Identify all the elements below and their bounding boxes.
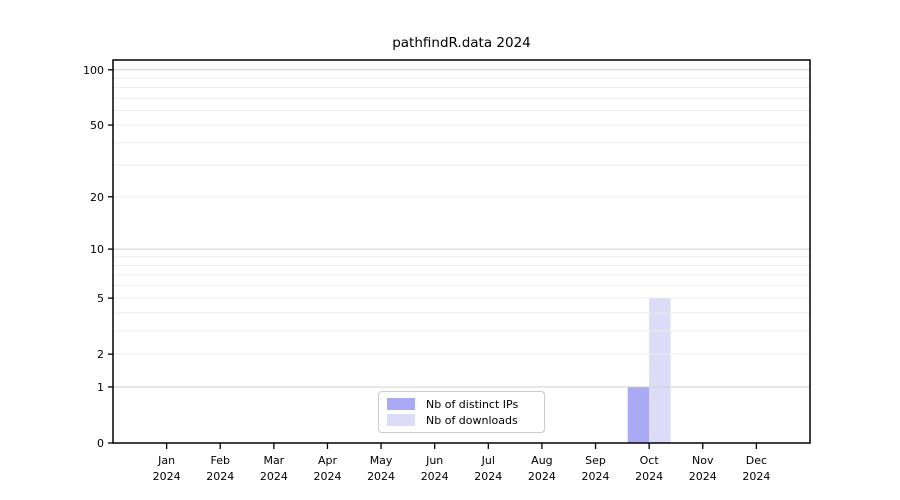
chart-title: pathfindR.data 2024 <box>392 35 531 51</box>
svg-text:May: May <box>370 454 393 467</box>
svg-text:2024: 2024 <box>206 470 234 483</box>
svg-text:2024: 2024 <box>528 470 556 483</box>
legend-swatch-distinct-ips <box>387 398 415 410</box>
svg-text:Oct: Oct <box>640 454 660 467</box>
svg-text:2024: 2024 <box>153 470 181 483</box>
legend-item-downloads: Nb of downloads <box>387 414 536 427</box>
svg-text:2024: 2024 <box>367 470 395 483</box>
svg-text:Jan: Jan <box>157 454 175 467</box>
svg-text:Aug: Aug <box>531 454 552 467</box>
svg-text:2024: 2024 <box>742 470 770 483</box>
svg-text:100: 100 <box>83 64 104 77</box>
legend-label-distinct-ips: Nb of distinct IPs <box>426 397 519 411</box>
svg-text:Nov: Nov <box>692 454 714 467</box>
svg-text:Dec: Dec <box>746 454 767 467</box>
svg-text:2024: 2024 <box>635 470 663 483</box>
svg-text:2024: 2024 <box>689 470 717 483</box>
legend-swatch-downloads <box>387 414 415 426</box>
svg-text:2024: 2024 <box>474 470 502 483</box>
svg-text:2024: 2024 <box>260 470 288 483</box>
svg-text:2024: 2024 <box>421 470 449 483</box>
svg-text:Feb: Feb <box>210 454 229 467</box>
svg-text:50: 50 <box>90 119 104 132</box>
svg-text:Mar: Mar <box>263 454 284 467</box>
svg-text:2: 2 <box>97 348 104 361</box>
legend: Nb of distinct IPs Nb of downloads <box>378 391 545 433</box>
svg-text:20: 20 <box>90 191 104 204</box>
svg-text:10: 10 <box>90 243 104 256</box>
svg-text:Jun: Jun <box>425 454 443 467</box>
svg-text:Sep: Sep <box>585 454 606 467</box>
legend-item-distinct-ips: Nb of distinct IPs <box>387 398 536 411</box>
svg-text:5: 5 <box>97 292 104 305</box>
svg-text:1: 1 <box>97 381 104 394</box>
svg-text:0: 0 <box>97 437 104 450</box>
svg-text:Jul: Jul <box>481 454 495 467</box>
svg-text:2024: 2024 <box>582 470 610 483</box>
legend-label-downloads: Nb of downloads <box>426 413 518 427</box>
svg-text:2024: 2024 <box>313 470 341 483</box>
svg-text:Apr: Apr <box>318 454 338 467</box>
